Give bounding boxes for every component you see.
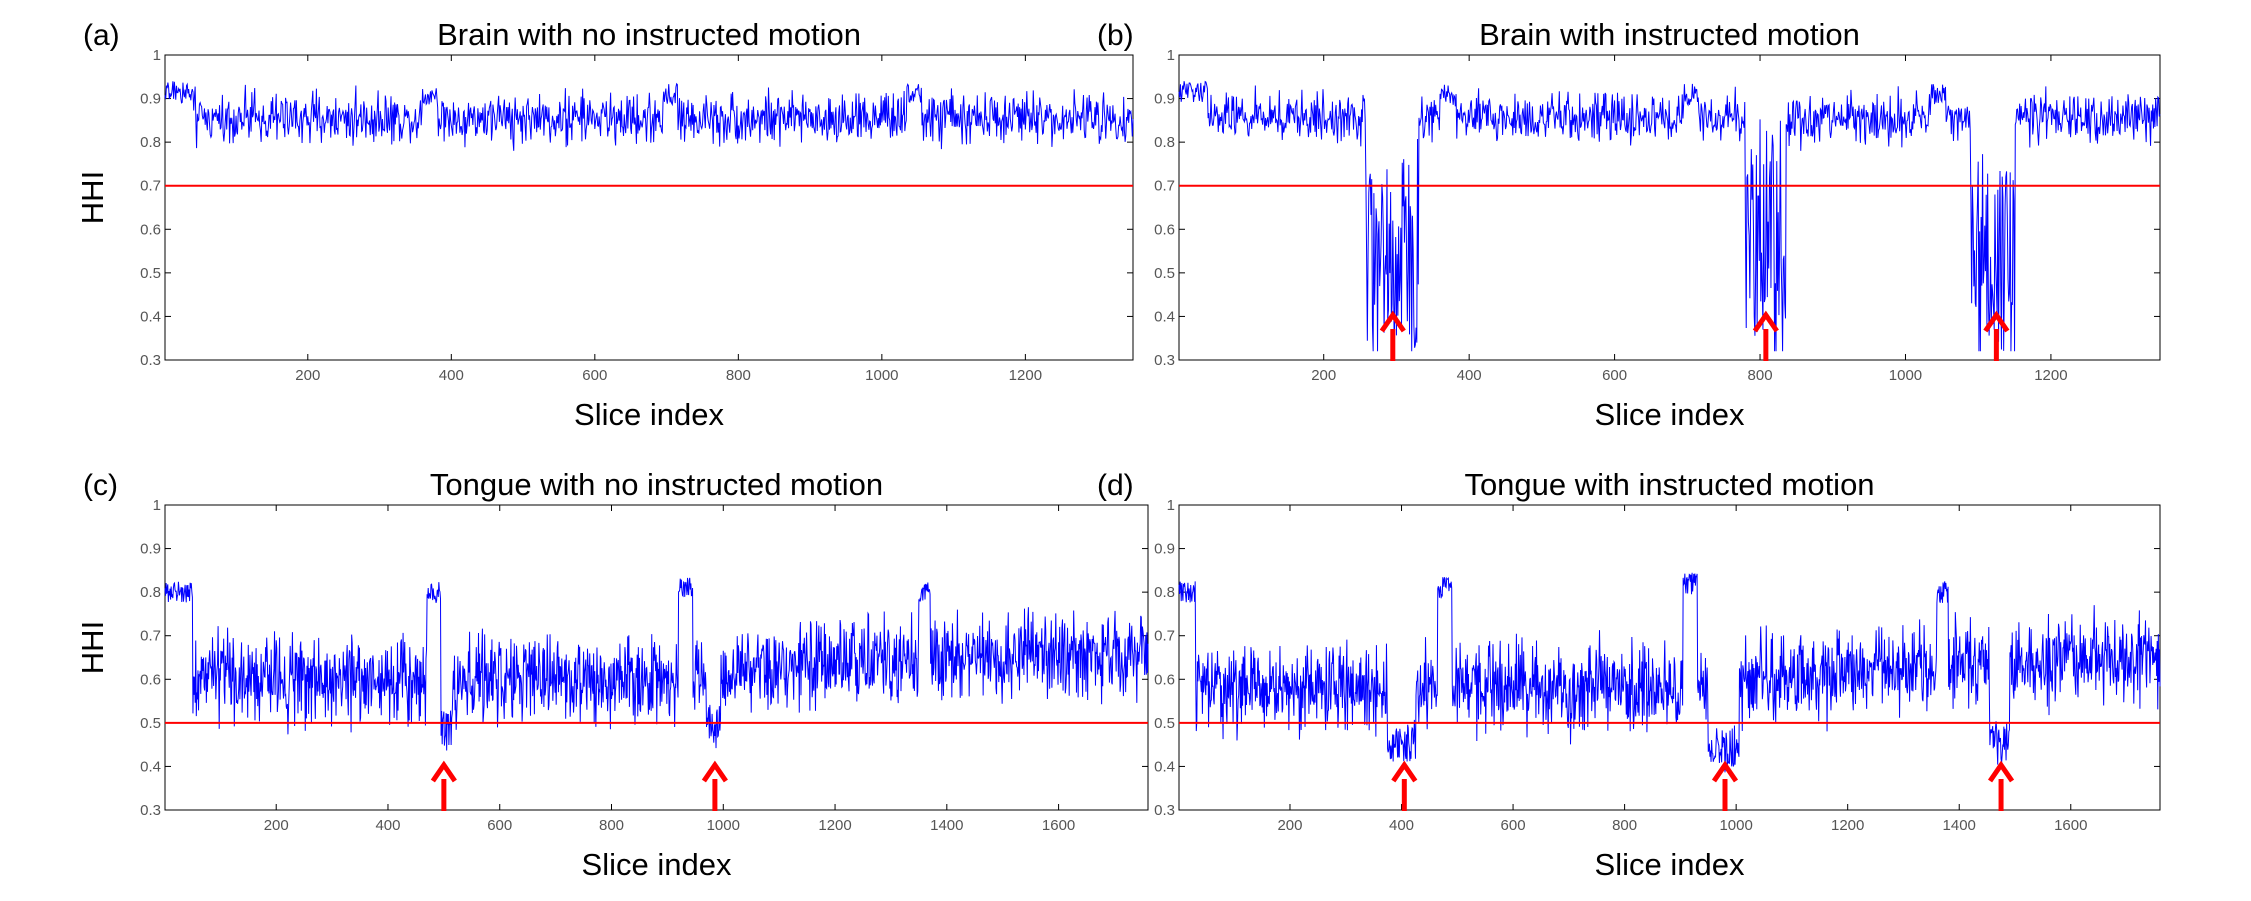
x-tick-label: 1200 xyxy=(2034,367,2067,384)
motion-arrow-head xyxy=(1752,310,1779,333)
panel-label: (a) xyxy=(83,19,120,52)
x-tick-label: 800 xyxy=(1748,367,1773,384)
x-tick-label: 1000 xyxy=(1889,367,1922,384)
x-tick-label: 600 xyxy=(1501,817,1526,834)
y-tick-label: 0.3 xyxy=(1154,802,1175,819)
hhi-series-line xyxy=(164,577,1149,751)
x-tick-label: 1400 xyxy=(1943,817,1976,834)
x-tick-label: 200 xyxy=(264,817,289,834)
x-tick-label: 1600 xyxy=(1042,817,1075,834)
y-tick-label: 0.7 xyxy=(140,178,161,195)
y-tick-label: 0.7 xyxy=(140,628,161,645)
x-tick-label: 1600 xyxy=(2054,817,2087,834)
y-tick-label: 0.5 xyxy=(1154,715,1175,732)
y-tick-label: 0.4 xyxy=(1154,308,1175,325)
y-tick-label: 1 xyxy=(153,497,161,514)
panel-label: (c) xyxy=(83,469,118,502)
chart-title: Tongue with no instructed motion xyxy=(430,467,883,502)
plot-area xyxy=(1178,504,2161,811)
x-tick-label: 1000 xyxy=(865,367,898,384)
x-tick-label: 600 xyxy=(1602,367,1627,384)
hhi-series-line xyxy=(164,81,1134,151)
y-tick-label: 0.7 xyxy=(1154,178,1175,195)
y-tick-label: 0.4 xyxy=(1154,758,1175,775)
y-tick-label: 0.3 xyxy=(140,802,161,819)
y-tick-label: 0.8 xyxy=(1154,134,1175,151)
y-tick-label: 0.8 xyxy=(140,134,161,151)
y-tick-label: 0.9 xyxy=(140,91,161,108)
x-tick-label: 200 xyxy=(1277,817,1302,834)
x-tick-label: 800 xyxy=(599,817,624,834)
x-tick-label: 400 xyxy=(1389,817,1414,834)
y-tick-label: 0.8 xyxy=(140,584,161,601)
x-tick-label: 800 xyxy=(726,367,751,384)
y-tick-label: 0.7 xyxy=(1154,628,1175,645)
y-tick-label: 0.4 xyxy=(140,308,161,325)
x-tick-label: 600 xyxy=(487,817,512,834)
y-axis-label: HHI xyxy=(75,621,110,674)
x-tick-label: 800 xyxy=(1612,817,1637,834)
x-tick-label: 600 xyxy=(582,367,607,384)
y-tick-label: 1 xyxy=(153,47,161,64)
x-tick-label: 200 xyxy=(1311,367,1336,384)
y-tick-label: 0.3 xyxy=(140,352,161,369)
y-tick-label: 1 xyxy=(1167,47,1175,64)
hhi-series-line xyxy=(1178,572,2161,773)
x-tick-label: 1200 xyxy=(1831,817,1864,834)
y-tick-label: 0.9 xyxy=(140,541,161,558)
motion-arrow-head xyxy=(1987,760,2015,783)
y-tick-label: 0.5 xyxy=(140,715,161,732)
y-tick-label: 0.4 xyxy=(140,758,161,775)
y-tick-label: 0.5 xyxy=(1154,265,1175,282)
y-tick-label: 0.8 xyxy=(1154,584,1175,601)
y-tick-label: 0.6 xyxy=(1154,221,1175,238)
chart-title: Brain with instructed motion xyxy=(1479,17,1860,52)
x-tick-label: 1000 xyxy=(707,817,740,834)
x-tick-label: 1000 xyxy=(1719,817,1752,834)
y-tick-label: 0.5 xyxy=(140,265,161,282)
x-tick-label: 400 xyxy=(439,367,464,384)
y-tick-label: 0.9 xyxy=(1154,541,1175,558)
x-tick-label: 1400 xyxy=(930,817,963,834)
x-tick-label: 1200 xyxy=(1009,367,1042,384)
motion-arrow-head xyxy=(1983,310,2010,333)
x-axis-label: Slice index xyxy=(1595,397,1745,432)
x-tick-label: 200 xyxy=(295,367,320,384)
chart-title: Tongue with instructed motion xyxy=(1464,467,1874,502)
panel-label: (d) xyxy=(1097,469,1134,502)
x-axis-label: Slice index xyxy=(1595,847,1745,882)
motion-arrow-head xyxy=(1391,760,1418,783)
y-axis-label: HHI xyxy=(75,171,110,224)
motion-arrow-head xyxy=(430,760,457,783)
y-tick-label: 1 xyxy=(1167,497,1175,514)
y-tick-label: 0.6 xyxy=(140,671,161,688)
x-axis-label: Slice index xyxy=(582,847,732,882)
x-tick-label: 400 xyxy=(375,817,400,834)
panel-label: (b) xyxy=(1097,19,1134,52)
y-tick-label: 0.6 xyxy=(140,221,161,238)
x-tick-label: 400 xyxy=(1457,367,1482,384)
y-tick-label: 0.9 xyxy=(1154,91,1175,108)
y-tick-label: 0.6 xyxy=(1154,671,1175,688)
hhi-series-line xyxy=(1178,80,2161,352)
motion-arrow-head xyxy=(1711,760,1739,783)
x-axis-label: Slice index xyxy=(574,397,724,432)
y-tick-label: 0.3 xyxy=(1154,352,1175,369)
x-tick-label: 1200 xyxy=(818,817,851,834)
motion-arrow-head xyxy=(1379,310,1406,333)
motion-arrow-head xyxy=(701,760,728,783)
chart-title: Brain with no instructed motion xyxy=(437,17,861,52)
